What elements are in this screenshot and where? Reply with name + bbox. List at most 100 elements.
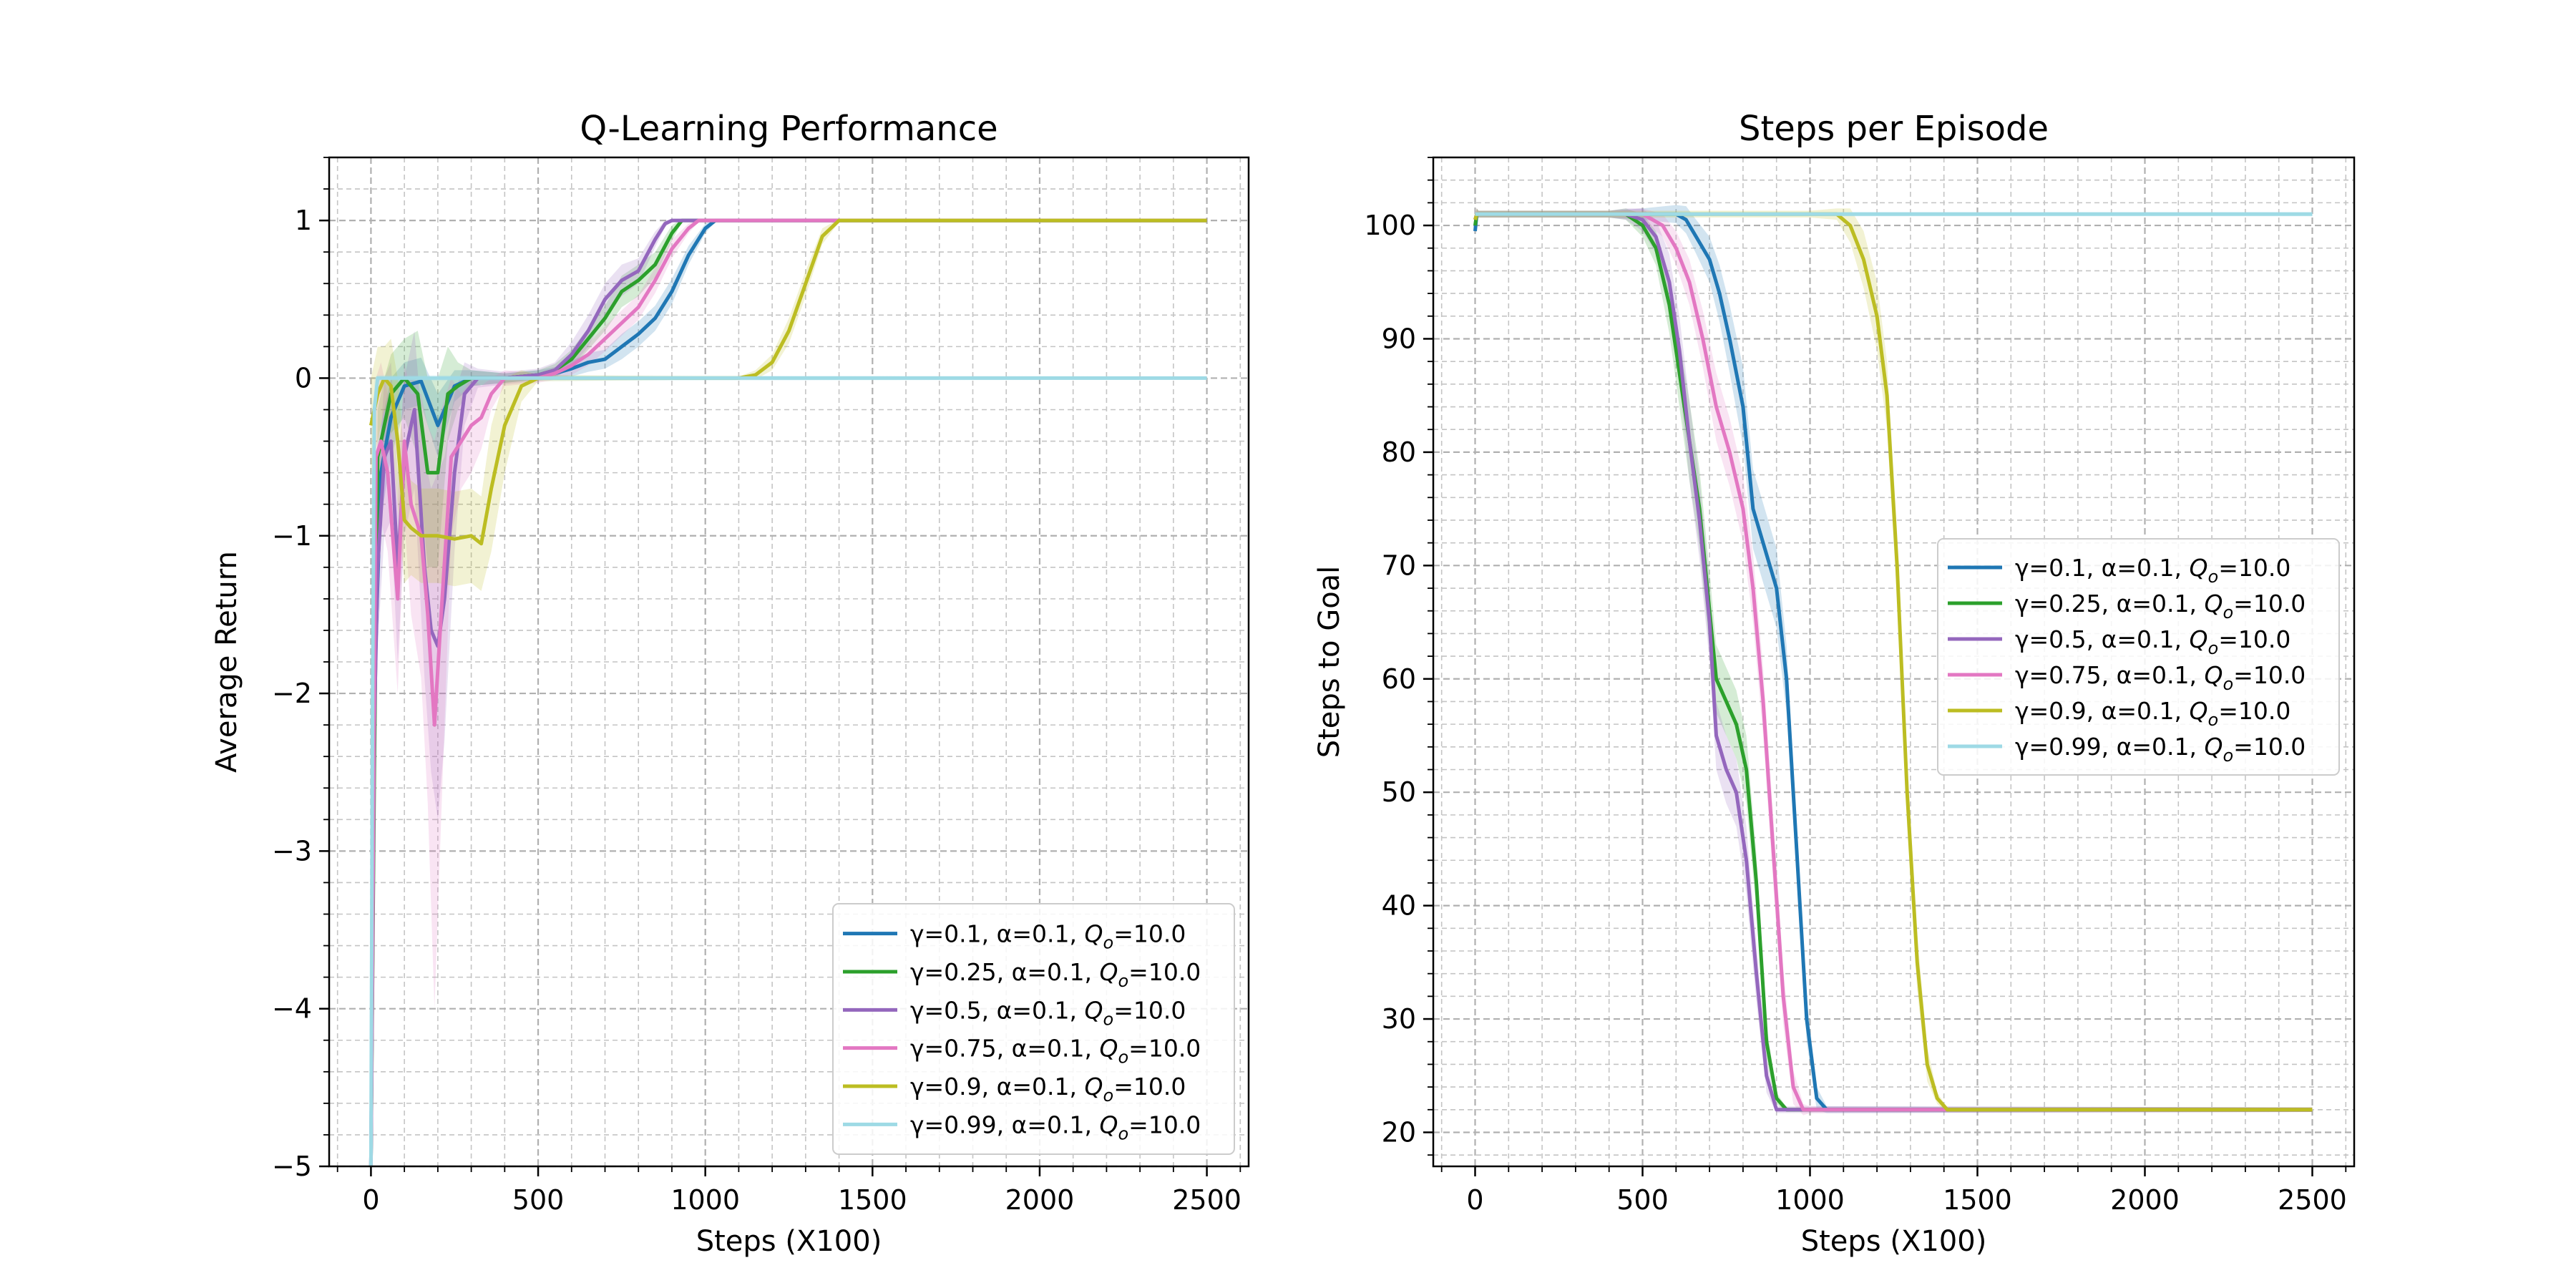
y-tick-label: 60	[1382, 663, 1416, 695]
chart-title: Steps per Episode	[1739, 109, 2049, 149]
x-axis-label: Steps (X100)	[1801, 1225, 1987, 1258]
legend-label: γ=0.25, α=0.1, Qo=10.0	[2015, 590, 2306, 623]
legend-label-q: Q	[2205, 661, 2223, 689]
x-tick-label: 1000	[670, 1184, 740, 1216]
legend-label-text: γ=0.9, α=0.1,	[2015, 697, 2190, 725]
legend-label-text: γ=0.1, α=0.1,	[2015, 554, 2190, 582]
chart-title: Q-Learning Performance	[580, 109, 997, 149]
legend-label-q: Q	[2205, 733, 2223, 761]
x-tick-label: 1000	[1775, 1184, 1845, 1216]
legend-label-subscript: o	[2208, 567, 2219, 587]
legend-label-suffix: =10.0	[2218, 554, 2290, 582]
legend-label-suffix: =10.0	[2218, 625, 2290, 653]
legend-label-q: Q	[1085, 920, 1103, 948]
series-band-0-25-0-1-q-o-10-0	[1475, 208, 2313, 1112]
chart-steps-per-episode: 0 500 1000 1500 2000 2500 20 30 40 50 60 70 80 90 100 S…	[1313, 109, 2356, 1258]
legend-label-subscript: o	[2223, 674, 2233, 694]
x-axis: 0 500 1000 1500 2000 2500	[336, 1166, 1241, 1216]
legend-label-subscript: o	[1103, 1085, 1114, 1106]
legend-label-q: Q	[2205, 590, 2223, 618]
legend-label-subscript: o	[2223, 602, 2233, 623]
legend-label-text: γ=0.5, α=0.1,	[910, 996, 1085, 1024]
legend-label-q: Q	[2190, 697, 2208, 725]
legend-label-subscript: o	[2208, 710, 2219, 730]
legend-label-subscript: o	[1118, 1123, 1128, 1143]
legend-label: γ=0.9, α=0.1, Qo=10.0	[910, 1073, 1186, 1106]
y-tick-label: 70	[1382, 550, 1416, 581]
legend-label-q: Q	[2190, 554, 2208, 582]
series-band-0-9-0-1-q-o-10-0	[371, 218, 1207, 591]
legend-label: γ=0.9, α=0.1, Qo=10.0	[2015, 697, 2290, 730]
legend-label: γ=0.99, α=0.1, Qo=10.0	[910, 1111, 1201, 1143]
legend-label: γ=0.25, α=0.1, Qo=10.0	[910, 958, 1201, 991]
legend-label-suffix: =10.0	[2233, 733, 2306, 761]
y-axis: 20 30 40 50 60 70 80 90 100	[1364, 157, 1433, 1156]
legend-label-suffix: =10.0	[1128, 958, 1201, 986]
legend-label: γ=0.1, α=0.1, Qo=10.0	[910, 920, 1186, 953]
legend-label: γ=0.5, α=0.1, Qo=10.0	[910, 996, 1186, 1029]
legend-label-suffix: =10.0	[1128, 1111, 1201, 1138]
legend-label-subscript: o	[2208, 638, 2219, 658]
x-tick-label: 500	[512, 1184, 565, 1216]
legend-label-suffix: =10.0	[2233, 661, 2306, 689]
legend-box	[1937, 538, 2340, 776]
x-tick-label: 0	[362, 1184, 379, 1216]
legend-label: γ=0.5, α=0.1, Qo=10.0	[2015, 625, 2290, 658]
y-tick-label: 90	[1382, 323, 1416, 354]
legend-box	[832, 903, 1235, 1155]
y-tick-label: −2	[272, 678, 312, 709]
plot-area	[1473, 205, 2313, 1116]
legend-label: γ=0.75, α=0.1, Qo=10.0	[2015, 661, 2306, 694]
series-line-0-99-0-1-q-o-10-0	[369, 376, 1207, 1166]
legend-label-suffix: =10.0	[1113, 1073, 1186, 1101]
y-tick-label: −5	[272, 1151, 312, 1182]
legend-label-subscript: o	[2223, 746, 2233, 766]
y-tick-label: 20	[1382, 1116, 1416, 1148]
y-tick-label: 80	[1382, 436, 1416, 468]
legend-label-text: γ=0.25, α=0.1,	[910, 958, 1100, 986]
legend-label-subscript: o	[1118, 971, 1128, 991]
legend-label-suffix: =10.0	[1113, 920, 1186, 948]
x-tick-label: 2500	[2278, 1184, 2347, 1216]
y-tick-label: 1	[295, 205, 312, 236]
legend-label: γ=0.75, α=0.1, Qo=10.0	[910, 1035, 1201, 1068]
legend-label-text: γ=0.1, α=0.1,	[910, 920, 1085, 948]
legend-label-subscript: o	[1118, 1048, 1128, 1068]
legend-label-text: γ=0.99, α=0.1,	[2015, 733, 2205, 761]
legend-label-text: γ=0.25, α=0.1,	[2015, 590, 2205, 618]
legend-label: γ=0.99, α=0.1, Qo=10.0	[2015, 733, 2306, 766]
axes-frame	[1432, 156, 2356, 1168]
legend-label-q: Q	[1085, 996, 1103, 1024]
y-tick-label: −1	[272, 520, 312, 552]
legend: γ=0.1, α=0.1, Qo=10.0γ=0.25, α=0.1, Qo=1…	[832, 903, 1235, 1155]
legend-label-q: Q	[1100, 1111, 1118, 1138]
legend-label: γ=0.1, α=0.1, Qo=10.0	[2015, 554, 2290, 587]
legend-label-q: Q	[1100, 958, 1118, 986]
y-tick-label: 40	[1382, 890, 1416, 922]
legend-label-suffix: =10.0	[1128, 1035, 1201, 1063]
legend-label-q: Q	[2190, 625, 2208, 653]
legend-label-text: γ=0.5, α=0.1,	[2015, 625, 2190, 653]
legend-label-text: γ=0.75, α=0.1,	[2015, 661, 2205, 689]
series-line-0-9-0-1-q-o-10-0	[369, 218, 1207, 546]
y-tick-label: 50	[1382, 776, 1416, 808]
legend-label-text: γ=0.75, α=0.1,	[910, 1035, 1100, 1063]
y-tick-label: 0	[295, 362, 312, 394]
y-tick-label: 30	[1382, 1003, 1416, 1035]
y-axis: −5 −4 −3 −2 −1 0 1	[272, 157, 329, 1182]
y-tick-label: −4	[272, 993, 312, 1025]
x-axis: 0 500 1000 1500 2000 2500	[1440, 1166, 2347, 1216]
x-tick-label: 2000	[2110, 1184, 2180, 1216]
y-tick-label: −3	[272, 835, 312, 867]
x-tick-label: 2500	[1172, 1184, 1241, 1216]
legend-label-suffix: =10.0	[1113, 996, 1186, 1024]
legend-label-q: Q	[1100, 1035, 1118, 1063]
legend: γ=0.1, α=0.1, Qo=10.0γ=0.25, α=0.1, Qo=1…	[1937, 538, 2340, 776]
x-tick-label: 0	[1466, 1184, 1483, 1216]
x-tick-label: 1500	[838, 1184, 907, 1216]
chart-q-learning-performance: 0 500 1000 1500 2000 2500 −5 −4 −3 −2 −1 0 1 Q-Learni…	[210, 109, 1250, 1258]
legend-label-suffix: =10.0	[2233, 590, 2306, 618]
legend-label-text: γ=0.9, α=0.1,	[910, 1073, 1085, 1101]
legend-label-text: γ=0.99, α=0.1,	[910, 1111, 1100, 1138]
